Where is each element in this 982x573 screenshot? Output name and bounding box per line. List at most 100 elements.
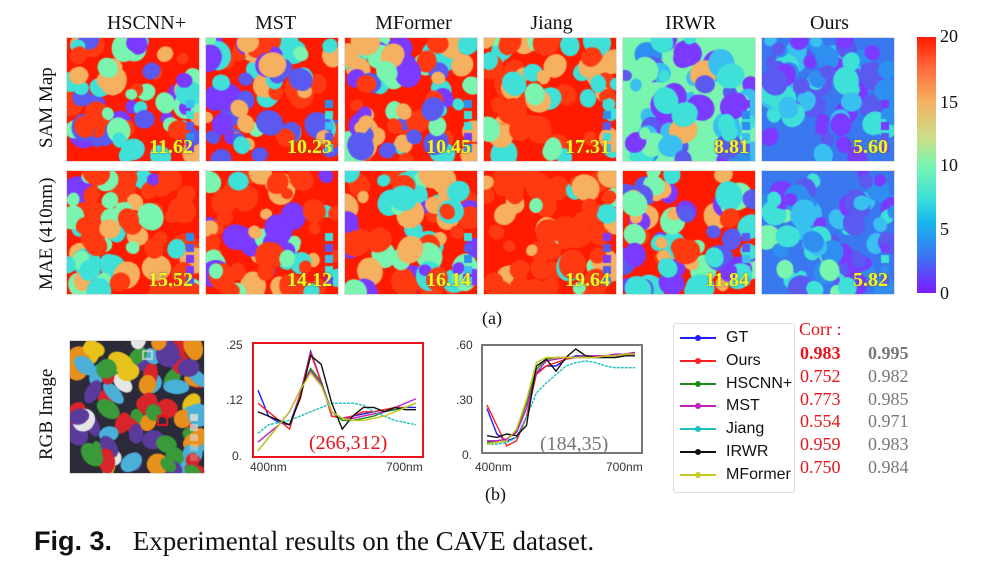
column-title-irwr: IRWR xyxy=(664,12,717,34)
figure-number: Fig. 3. xyxy=(34,526,113,556)
colorbar-tick: 10 xyxy=(940,155,958,175)
colorbar xyxy=(917,37,936,293)
figure-caption: Fig. 3. Experimental results on the CAVE… xyxy=(34,526,594,557)
legend-line-icon xyxy=(680,357,716,364)
spectrum-plot-1-svg xyxy=(252,342,424,458)
legend-item: MST xyxy=(674,395,760,417)
error-map-tile: 14.12 xyxy=(205,170,339,295)
error-metric-value: 11.84 xyxy=(705,269,749,291)
legend-label: Jiang xyxy=(726,420,765,438)
legend-item: IRWR xyxy=(674,441,768,463)
legend-label: Ours xyxy=(726,351,761,369)
plot-2-coordinate: (184,35) xyxy=(540,433,609,455)
error-metric-value: 5.60 xyxy=(853,136,888,158)
error-map-canvas xyxy=(206,171,338,294)
error-map-tile: 17.31 xyxy=(483,37,617,162)
series-line-irwr xyxy=(257,354,416,431)
x-tick-label: 400nm xyxy=(250,460,287,474)
correlation-value-patch1: 0.750 xyxy=(800,457,841,477)
error-metric-value: 19.64 xyxy=(565,269,610,291)
error-map-canvas xyxy=(762,171,894,294)
legend-marker-icon xyxy=(695,403,701,410)
correlation-value-patch1: 0.752 xyxy=(800,365,841,386)
rgb-image-canvas xyxy=(70,341,204,473)
error-map-tile: 16.14 xyxy=(344,170,478,295)
column-title-ours: Ours xyxy=(810,12,849,34)
legend-line-icon xyxy=(680,449,716,455)
error-map-tile: 15.52 xyxy=(66,170,200,295)
y-tick-label: .25 xyxy=(226,338,243,352)
error-map-tile: 10.45 xyxy=(344,37,478,162)
correlation-value-patch2: 0.995 xyxy=(868,343,909,363)
error-metric-value: 11.62 xyxy=(149,136,193,158)
correlation-value-patch2: 0.971 xyxy=(868,411,909,432)
error-metric-value: 10.23 xyxy=(287,136,332,158)
error-metric-value: 10.45 xyxy=(426,136,471,158)
error-map-canvas xyxy=(623,171,755,294)
subfigure-label-a: (a) xyxy=(482,308,502,328)
x-tick-label: 700nm xyxy=(386,460,423,474)
error-metric-value: 14.12 xyxy=(287,269,332,291)
legend-line-icon xyxy=(680,426,716,433)
error-map-tile: 5.60 xyxy=(761,37,895,162)
legend-line-icon xyxy=(680,335,716,341)
spectrum-plot-1 xyxy=(252,342,424,458)
row-label-mae: MAE (410nm) xyxy=(36,177,57,290)
colorbar-tick: 15 xyxy=(940,92,958,112)
correlation-value-patch1: 0.773 xyxy=(800,388,841,409)
subfigure-label-b: (b) xyxy=(485,484,506,504)
series-line-gt xyxy=(486,351,636,442)
y-tick-label: .60 xyxy=(456,338,473,352)
error-map-tile: 11.84 xyxy=(622,170,756,295)
error-map-canvas xyxy=(345,38,477,161)
correlation-value-patch1: 0.554 xyxy=(800,411,841,432)
error-metric-value: 17.31 xyxy=(565,136,610,158)
correlation-value-patch2: 0.983 xyxy=(868,434,909,455)
error-map-canvas xyxy=(206,38,338,161)
column-title-mst: MST xyxy=(254,12,297,34)
colorbar-tick: 20 xyxy=(940,26,958,46)
caption-text: Experimental results on the CAVE dataset… xyxy=(132,526,595,556)
error-map-canvas xyxy=(484,38,616,161)
series-line-mformer xyxy=(257,371,417,452)
series-line-mst xyxy=(487,351,636,442)
column-title-jiang: Jiang xyxy=(530,12,573,34)
legend-label: MFormer xyxy=(726,465,791,483)
y-tick-label: 0. xyxy=(462,448,473,462)
correlation-header: Corr : xyxy=(799,319,842,339)
series-line-gt xyxy=(257,348,416,426)
legend-item: MFormer xyxy=(674,464,791,486)
x-tick-label: 700nm xyxy=(606,460,643,474)
error-map-canvas xyxy=(484,171,616,294)
series-line-jiang xyxy=(257,402,417,434)
plot-frame xyxy=(252,342,424,458)
legend-line-icon xyxy=(680,471,716,478)
error-map-tile: 10.23 xyxy=(205,37,339,162)
error-map-tile: 19.64 xyxy=(483,170,617,295)
legend-marker-icon xyxy=(695,426,701,433)
correlation-value-patch2: 0.982 xyxy=(868,365,909,386)
legend-marker-icon xyxy=(695,471,701,478)
error-metric-value: 5.82 xyxy=(853,269,888,291)
column-title-mformer: MFormer xyxy=(375,12,452,34)
error-metric-value: 8.81 xyxy=(714,136,749,158)
row-label-rgb: RGB Image xyxy=(36,368,57,460)
legend-marker-icon xyxy=(695,449,701,455)
column-title-hscnn: HSCNN+ xyxy=(106,12,187,34)
legend-item: Jiang xyxy=(674,418,764,440)
rgb-image xyxy=(69,340,205,474)
correlation-value-patch2: 0.984 xyxy=(868,457,909,477)
correlation-value-patch2: 0.985 xyxy=(868,388,909,409)
error-map-canvas xyxy=(67,38,199,161)
legend-label: HSCNN+ xyxy=(726,374,793,392)
plot-frame xyxy=(481,344,643,454)
series-line-jiang xyxy=(487,360,635,445)
error-map-canvas xyxy=(67,171,199,294)
legend-line-icon xyxy=(680,380,716,387)
series-line-mformer xyxy=(486,353,635,445)
legend-label: GT xyxy=(726,329,749,346)
error-metric-value: 15.52 xyxy=(148,269,193,291)
legend-marker-icon xyxy=(695,335,701,341)
error-map-canvas xyxy=(762,38,894,161)
error-metric-value: 16.14 xyxy=(426,269,471,291)
